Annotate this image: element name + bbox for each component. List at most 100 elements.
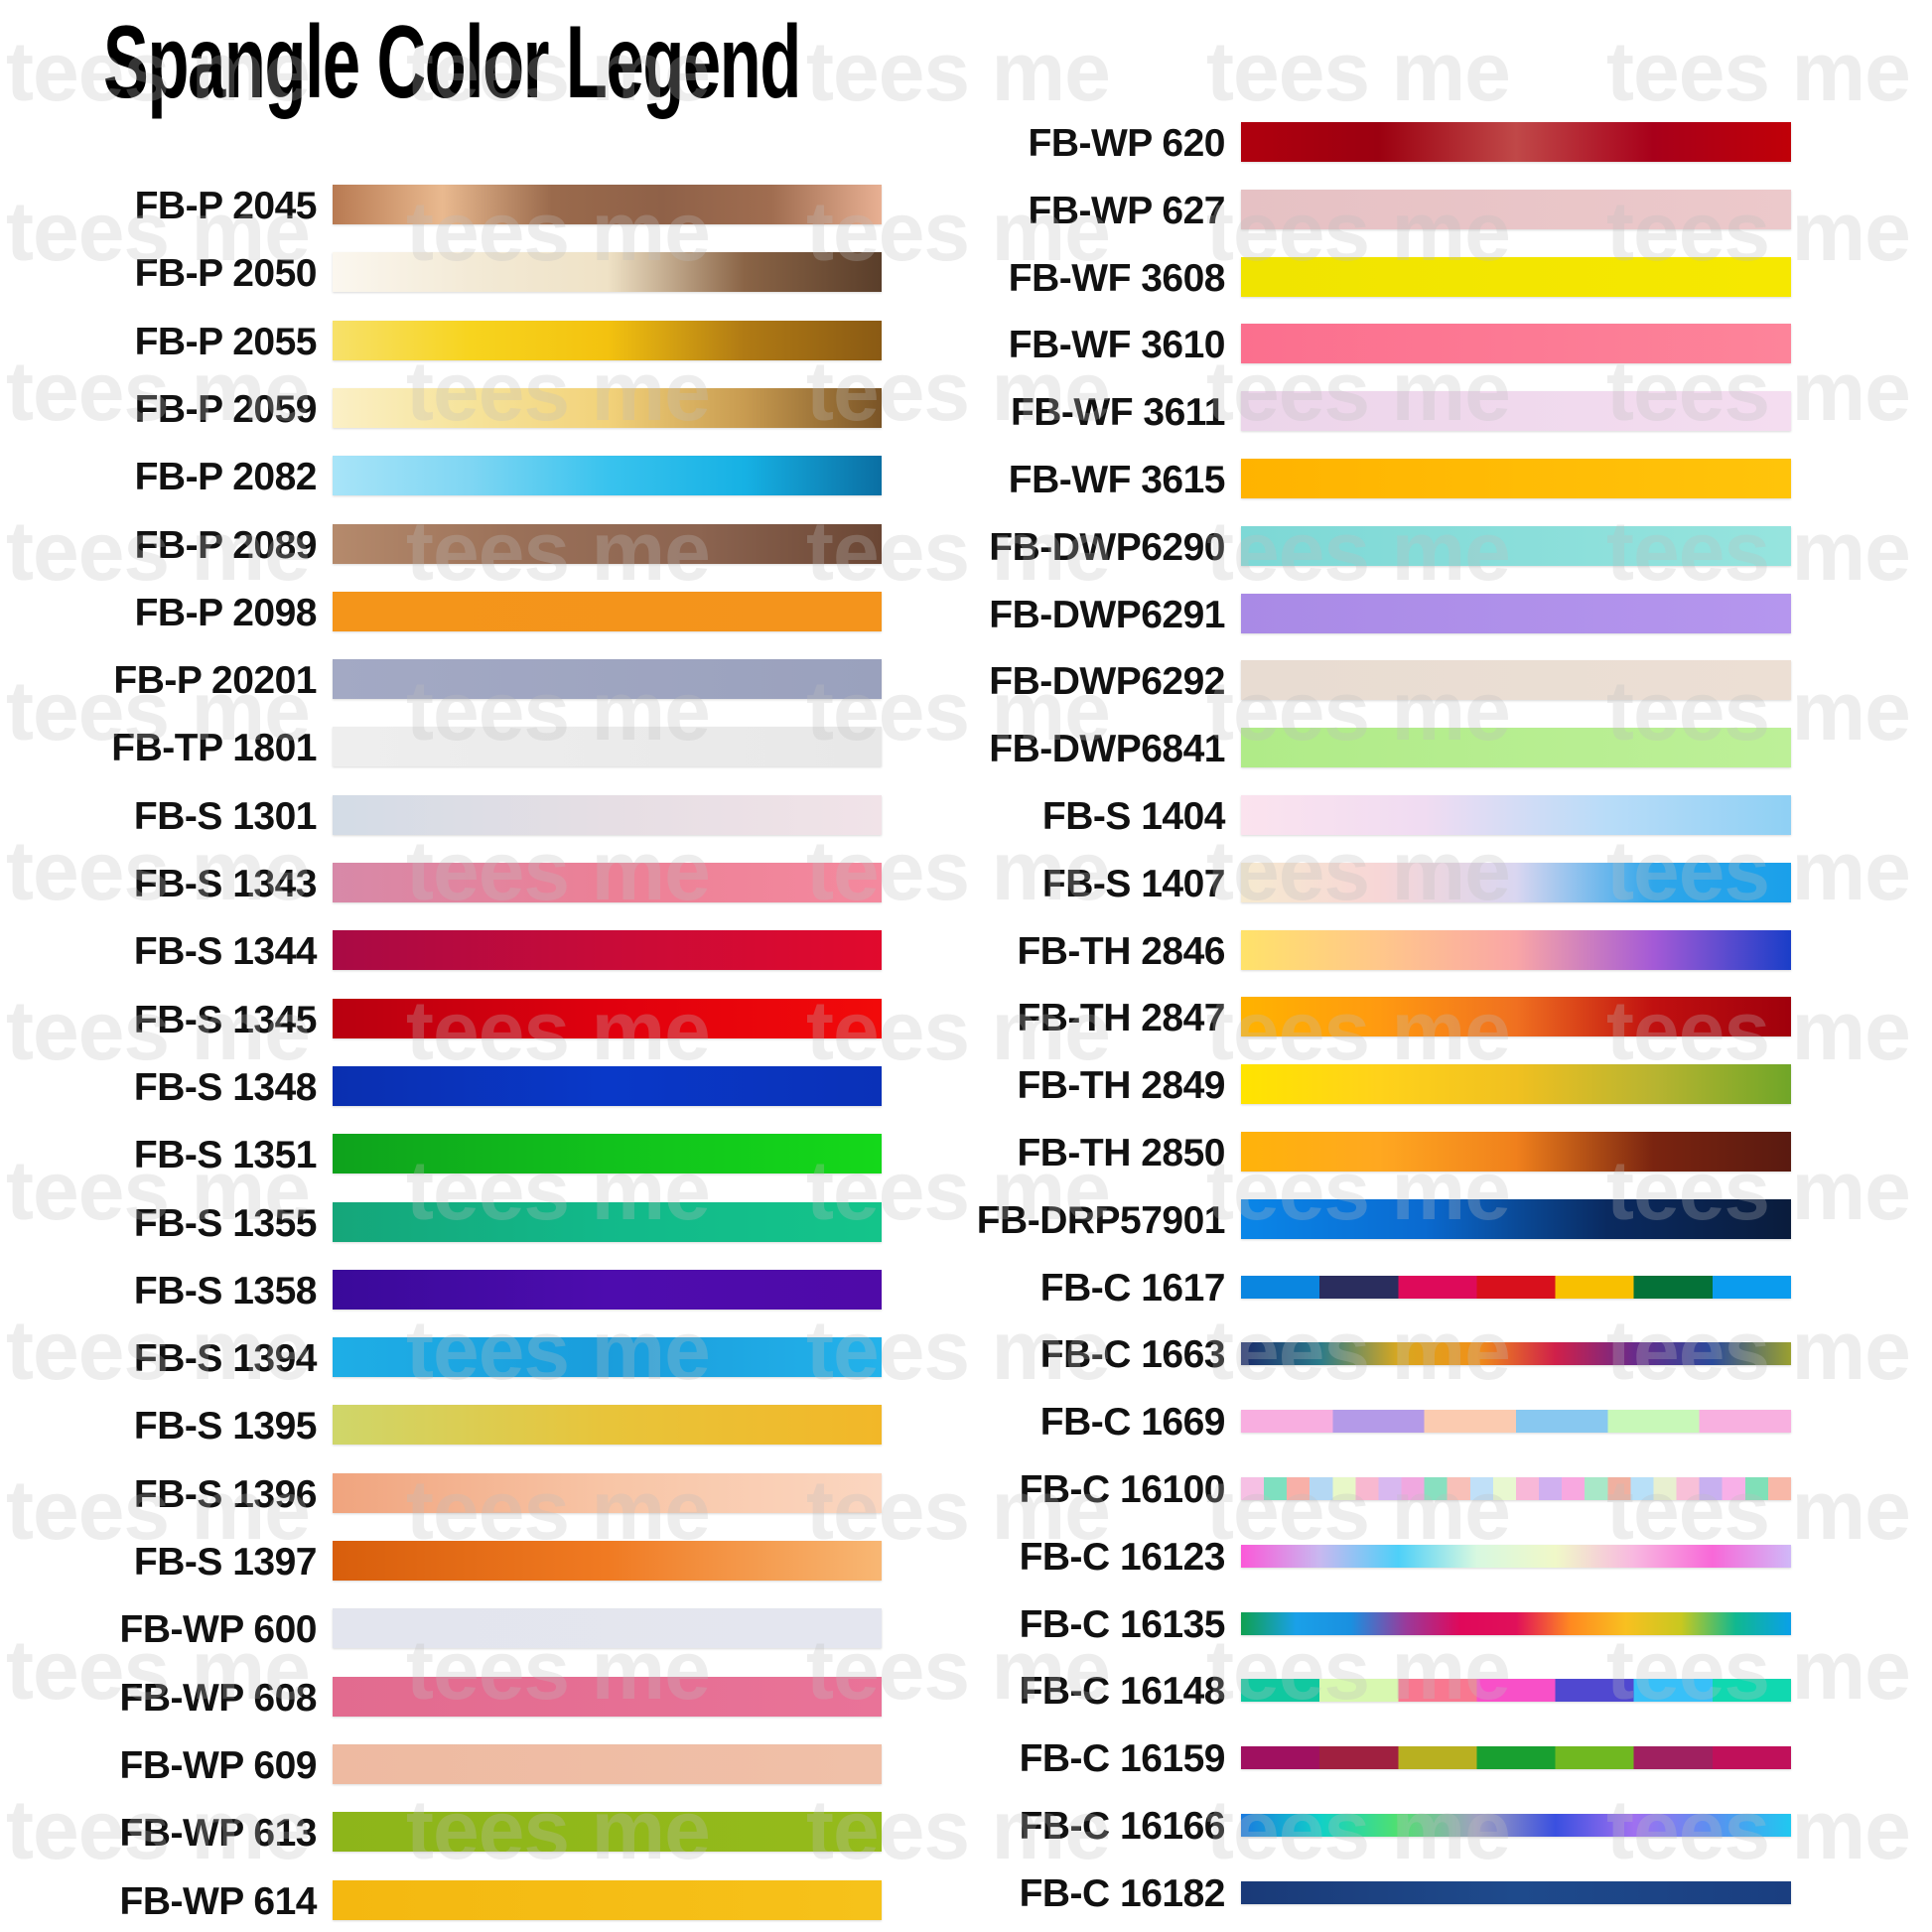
color-code-label: FB-WP 613 bbox=[119, 1811, 318, 1855]
legend-row: FB-S 1343 bbox=[134, 863, 882, 905]
color-code-label: FB-WF 3608 bbox=[1008, 256, 1226, 300]
legend-row: FB-C 16123 bbox=[1020, 1536, 1791, 1579]
legend-row: FB-C 1669 bbox=[1040, 1401, 1791, 1444]
legend-row: FB-DWP6290 bbox=[989, 526, 1791, 569]
color-code-label: FB-S 1344 bbox=[133, 930, 318, 974]
legend-row: FB-P 2082 bbox=[135, 456, 882, 498]
color-swatch bbox=[1241, 997, 1791, 1037]
color-code-label: FB-S 1355 bbox=[133, 1201, 318, 1245]
color-swatch bbox=[333, 1472, 882, 1513]
legend-row: FB-S 1358 bbox=[134, 1269, 882, 1312]
legend-row: FB-P 2098 bbox=[135, 592, 882, 634]
color-swatch bbox=[1241, 1679, 1791, 1703]
color-swatch bbox=[333, 1201, 882, 1242]
color-swatch bbox=[1241, 1880, 1791, 1904]
legend-row: FB-C 16148 bbox=[1020, 1670, 1791, 1713]
color-swatch bbox=[333, 1812, 882, 1853]
legend-row: FB-S 1404 bbox=[1042, 795, 1791, 838]
color-swatch bbox=[333, 252, 882, 293]
legend-row: FB-P 20201 bbox=[113, 659, 882, 702]
color-code-label: FB-S 1351 bbox=[133, 1133, 318, 1176]
legend-row: FB-S 1351 bbox=[134, 1134, 882, 1176]
legend-row: FB-WP 614 bbox=[120, 1879, 882, 1922]
color-code-label: FB-S 1395 bbox=[133, 1405, 318, 1449]
legend-row: FB-WP 627 bbox=[1029, 190, 1791, 232]
color-swatch bbox=[1241, 660, 1791, 701]
color-swatch bbox=[1241, 1275, 1791, 1299]
color-swatch bbox=[333, 1405, 882, 1446]
legend-row: FB-C 16135 bbox=[1020, 1602, 1791, 1645]
color-code-label: FB-P 2045 bbox=[134, 184, 318, 227]
color-code-label: FB-P 2089 bbox=[134, 523, 318, 567]
color-code-label: FB-WP 600 bbox=[119, 1608, 318, 1652]
color-code-label: FB-S 1358 bbox=[133, 1269, 318, 1312]
color-swatch bbox=[333, 1065, 882, 1106]
legend-row: FB-WP 609 bbox=[120, 1744, 882, 1787]
color-swatch bbox=[1241, 1477, 1791, 1500]
color-swatch bbox=[333, 1879, 882, 1920]
legend-row: FB-P 2055 bbox=[135, 320, 882, 362]
color-code-label: FB-DWP6292 bbox=[989, 660, 1225, 704]
color-code-label: FB-C 1669 bbox=[1039, 1400, 1226, 1444]
color-swatch bbox=[1241, 122, 1791, 162]
color-swatch bbox=[333, 1337, 882, 1378]
color-code-label: FB-TH 2850 bbox=[1017, 1131, 1225, 1174]
legend-row: FB-S 1344 bbox=[134, 930, 882, 973]
color-swatch bbox=[1241, 795, 1791, 835]
color-code-label: FB-DRP57901 bbox=[976, 1198, 1226, 1242]
color-code-label: FB-DWP6841 bbox=[989, 727, 1225, 770]
color-swatch bbox=[333, 863, 882, 902]
color-code-label: FB-P 2082 bbox=[134, 455, 318, 498]
legend-row: FB-DWP6841 bbox=[989, 728, 1791, 770]
color-code-label: FB-S 1407 bbox=[1041, 862, 1226, 905]
legend-row: FB-C 1663 bbox=[1040, 1333, 1791, 1376]
color-swatch bbox=[1241, 1814, 1791, 1837]
color-code-label: FB-C 16100 bbox=[1019, 1467, 1226, 1511]
color-swatch bbox=[333, 523, 882, 564]
color-code-label: FB-WP 609 bbox=[119, 1743, 318, 1787]
color-code-label: FB-P 2050 bbox=[134, 252, 318, 296]
color-code-label: FB-C 1663 bbox=[1039, 1333, 1226, 1377]
legend-row: FB-WP 600 bbox=[120, 1608, 882, 1651]
color-swatch bbox=[333, 1676, 882, 1717]
legend-row: FB-C 16182 bbox=[1020, 1872, 1791, 1915]
legend-row: FB-WF 3610 bbox=[1009, 324, 1791, 366]
color-code-label: FB-P 2055 bbox=[134, 320, 318, 363]
color-swatch bbox=[1241, 1611, 1791, 1635]
color-swatch bbox=[333, 1134, 882, 1174]
color-swatch bbox=[333, 1541, 882, 1581]
legend-row: FB-S 1397 bbox=[134, 1541, 882, 1584]
watermark-text: tees me bbox=[1606, 25, 1911, 118]
legend-row: FB-TH 2847 bbox=[1017, 997, 1791, 1039]
color-swatch bbox=[1241, 391, 1791, 432]
color-code-label: FB-WP 608 bbox=[119, 1676, 318, 1720]
color-swatch bbox=[1241, 728, 1791, 768]
legend-row: FB-S 1348 bbox=[134, 1065, 882, 1109]
color-code-label: FB-P 2059 bbox=[134, 387, 318, 431]
color-swatch bbox=[333, 1269, 882, 1310]
color-code-label: FB-S 1301 bbox=[133, 794, 318, 838]
legend-row: FB-S 1301 bbox=[134, 794, 882, 837]
color-code-label: FB-S 1348 bbox=[133, 1065, 318, 1109]
color-swatch bbox=[1241, 459, 1791, 498]
legend-row: FB-C 1617 bbox=[1040, 1266, 1791, 1309]
legend-row: FB-DRP57901 bbox=[977, 1199, 1791, 1242]
color-code-label: FB-WP 620 bbox=[1028, 121, 1226, 165]
color-swatch bbox=[1241, 1746, 1791, 1770]
legend-row: FB-TH 2849 bbox=[1017, 1064, 1791, 1107]
legend-row: FB-P 2045 bbox=[135, 185, 882, 227]
color-code-label: FB-P 20201 bbox=[113, 658, 317, 702]
color-swatch bbox=[1241, 256, 1791, 297]
color-swatch bbox=[1241, 929, 1791, 970]
legend-row: FB-S 1396 bbox=[134, 1472, 882, 1515]
legend-row: FB-P 2050 bbox=[135, 252, 882, 295]
legend-row: FB-P 2059 bbox=[135, 388, 882, 431]
color-swatch bbox=[1241, 1132, 1791, 1172]
color-code-label: FB-S 1397 bbox=[133, 1540, 318, 1584]
color-code-label: FB-WF 3611 bbox=[1010, 390, 1226, 434]
color-swatch bbox=[333, 659, 882, 700]
color-code-label: FB-C 16148 bbox=[1019, 1670, 1226, 1714]
color-code-label: FB-WP 627 bbox=[1028, 189, 1226, 232]
color-swatch bbox=[1241, 1342, 1791, 1366]
